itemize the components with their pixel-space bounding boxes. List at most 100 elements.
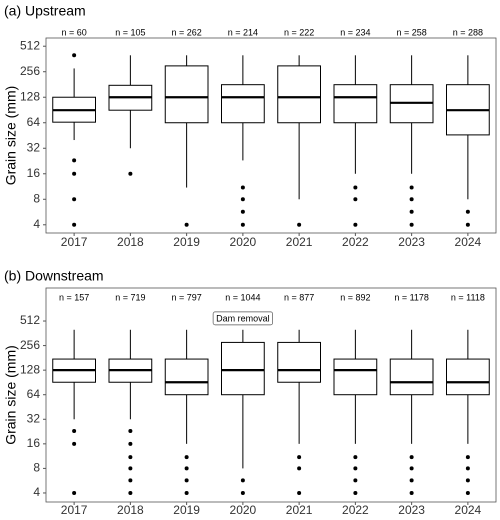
outlier (465, 222, 470, 227)
n-label: n = 1118 (451, 292, 485, 302)
outlier (128, 478, 133, 483)
outlier (240, 490, 245, 495)
x-tick-label: 2019 (173, 503, 200, 517)
outlier (128, 455, 133, 460)
y-tick-label: 16 (27, 166, 41, 180)
box (164, 358, 209, 396)
n-label: n = 1178 (394, 292, 429, 302)
y-tick-label: 4 (33, 217, 40, 231)
n-label: n = 157 (59, 292, 89, 302)
y-tick-label: 64 (27, 387, 41, 401)
n-label: n = 262 (171, 27, 201, 37)
y-tick-label: 128 (20, 362, 40, 376)
outlier (465, 478, 470, 483)
box (221, 341, 265, 396)
outlier (128, 490, 133, 495)
x-tick-label: 2023 (398, 503, 425, 517)
y-tick-label: 16 (27, 436, 41, 450)
x-tick-label: 2024 (455, 503, 482, 517)
outlier (409, 185, 414, 190)
x-tick-label: 2017 (61, 235, 88, 249)
x-tick-label: 2022 (342, 503, 369, 517)
outlier (72, 490, 77, 495)
n-label: n = 877 (284, 292, 314, 302)
outlier (353, 490, 358, 495)
x-tick-label: 2024 (455, 235, 482, 249)
x-tick-label: 2022 (342, 235, 369, 249)
outlier (409, 455, 414, 460)
box (333, 358, 378, 396)
x-tick-label: 2018 (117, 235, 144, 249)
outlier (409, 490, 414, 495)
y-tick-label: 32 (27, 140, 41, 154)
outlier (72, 158, 77, 163)
y-tick-label: 512 (20, 313, 40, 327)
x-tick-label: 2023 (398, 235, 425, 249)
x-tick-label: 2019 (173, 235, 200, 249)
outlier (240, 197, 245, 202)
outlier (128, 428, 133, 433)
outlier (184, 490, 189, 495)
panel-title: (a) Upstream (4, 3, 86, 19)
box (389, 358, 434, 396)
outlier (353, 197, 358, 202)
outlier (240, 209, 245, 214)
outlier (409, 466, 414, 471)
x-tick-label: 2018 (117, 503, 144, 517)
y-tick-label: 256 (20, 338, 40, 352)
outlier (72, 441, 77, 446)
box (277, 65, 321, 124)
n-label: n = 214 (228, 27, 258, 37)
outlier (240, 222, 245, 227)
n-label: n = 222 (284, 27, 314, 37)
outlier (465, 466, 470, 471)
outlier (240, 185, 245, 190)
y-tick-label: 256 (20, 64, 40, 78)
outlier (128, 171, 133, 176)
box (221, 84, 265, 124)
y-axis-label: Grain size (mm) (3, 86, 19, 186)
y-axis-label: Grain size (mm) (3, 345, 19, 445)
x-tick-label: 2020 (230, 235, 257, 249)
n-label: n = 1044 (225, 292, 260, 302)
plot-frame (45, 37, 497, 234)
outlier (465, 490, 470, 495)
box (164, 65, 209, 124)
n-label: n = 60 (61, 27, 86, 37)
x-tick-label: 2017 (61, 503, 88, 517)
outlier (297, 466, 302, 471)
outlier (240, 478, 245, 483)
outlier (409, 209, 414, 214)
outlier (409, 197, 414, 202)
y-tick-label: 512 (20, 38, 40, 52)
outlier (72, 197, 77, 202)
annotation: Dam removal (216, 313, 270, 323)
outlier (409, 478, 414, 483)
outlier (297, 490, 302, 495)
outlier (465, 455, 470, 460)
y-tick-label: 128 (20, 89, 40, 103)
outlier (353, 466, 358, 471)
outlier (72, 171, 77, 176)
x-tick-label: 2021 (286, 503, 313, 517)
x-tick-label: 2021 (286, 235, 313, 249)
outlier (184, 478, 189, 483)
annotation-box (212, 311, 273, 326)
y-tick-label: 64 (27, 115, 41, 129)
box (277, 341, 321, 383)
outlier (72, 222, 77, 227)
outlier (72, 53, 77, 58)
outlier (409, 222, 414, 227)
y-tick-label: 8 (33, 191, 40, 205)
x-tick-label: 2020 (230, 503, 257, 517)
n-label: n = 288 (453, 27, 483, 37)
outlier (353, 185, 358, 190)
n-label: n = 234 (340, 27, 370, 37)
n-label: n = 797 (171, 292, 201, 302)
box (446, 358, 490, 396)
y-tick-label: 32 (27, 411, 41, 425)
n-label: n = 892 (340, 292, 370, 302)
outlier (353, 222, 358, 227)
outlier (72, 428, 77, 433)
